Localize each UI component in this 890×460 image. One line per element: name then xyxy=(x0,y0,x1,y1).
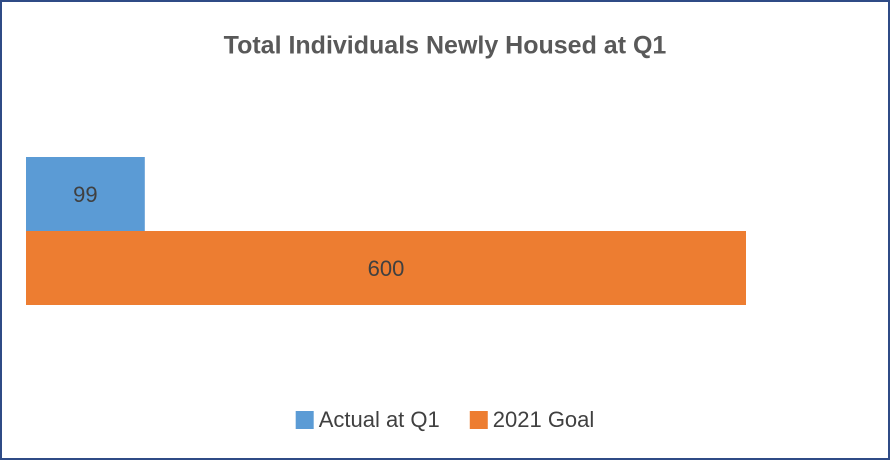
legend-label: Actual at Q1 xyxy=(319,407,440,432)
bar xyxy=(26,157,145,231)
legend-label: 2021 Goal xyxy=(493,407,595,432)
data-label: 600 xyxy=(368,256,405,281)
chart-title: Total Individuals Newly Housed at Q1 xyxy=(224,32,667,60)
bar xyxy=(26,231,746,305)
legend-swatch xyxy=(295,411,314,429)
data-label: 99 xyxy=(73,182,97,207)
legend-swatch xyxy=(469,411,488,429)
